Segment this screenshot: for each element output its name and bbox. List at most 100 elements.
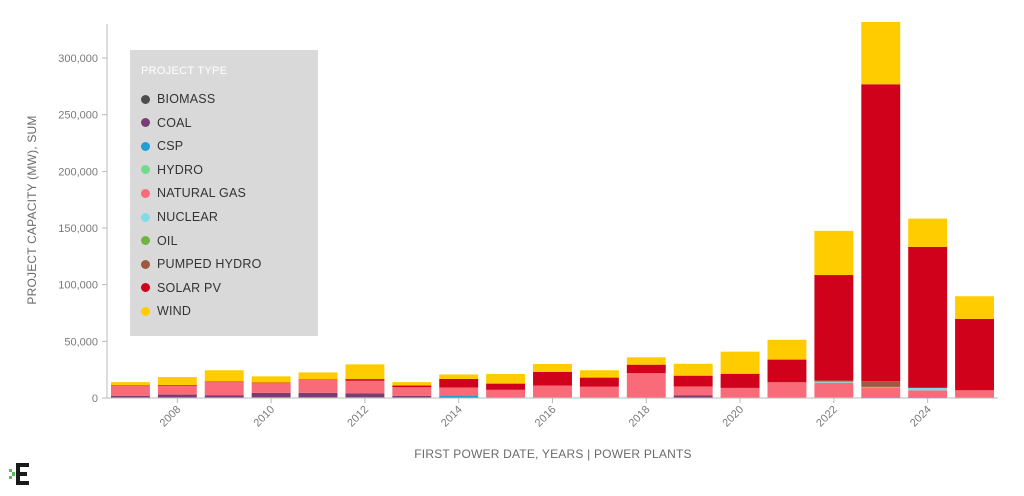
legend-item-nuclear[interactable]: NUCLEAR	[141, 209, 218, 225]
bar-stack-2023	[861, 21, 901, 398]
legend-item-oil[interactable]: OIL	[141, 233, 178, 249]
legend-item-solar-pv[interactable]: SOLAR PV	[141, 280, 221, 296]
bar-segment-2014-solar-pv[interactable]	[439, 378, 479, 388]
bar-segment-2024-coal[interactable]	[908, 397, 948, 398]
bar-segment-2021-solar-pv[interactable]	[767, 359, 807, 383]
bar-segment-2025-solar-pv[interactable]	[955, 318, 995, 391]
bar-segment-2015-coal[interactable]	[486, 397, 526, 398]
bar-segment-2015-natural-gas[interactable]	[486, 389, 526, 398]
bar-segment-2023-wind[interactable]	[861, 21, 901, 85]
legend-item-natural-gas[interactable]: NATURAL GAS	[141, 185, 246, 201]
bar-segment-2016-wind[interactable]	[533, 364, 572, 372]
bar-segment-2018-natural-gas[interactable]	[626, 373, 666, 398]
bar-segment-2012-coal[interactable]	[345, 393, 385, 398]
bar-segment-2010-natural-gas[interactable]	[251, 383, 291, 393]
y-tick-label: 250,000	[58, 110, 98, 122]
bar-segment-2019-wind[interactable]	[673, 363, 713, 376]
bar-segment-2008-coal[interactable]	[157, 394, 197, 398]
bar-segment-2012-solar-pv[interactable]	[345, 379, 385, 381]
bar-segment-2008-natural-gas[interactable]	[157, 385, 197, 395]
bar-segment-2013-solar-pv[interactable]	[392, 385, 432, 388]
bar-segment-2012-wind[interactable]	[345, 364, 385, 380]
bar-segment-2014-coal[interactable]	[439, 397, 479, 398]
bar-segment-2017-natural-gas[interactable]	[579, 386, 619, 398]
bar-segment-2024-natural-gas[interactable]	[908, 390, 948, 398]
bar-segment-2007-wind[interactable]	[110, 382, 150, 386]
bar-segment-2017-solar-pv[interactable]	[579, 377, 619, 387]
bar-segment-2020-solar-pv[interactable]	[720, 373, 760, 388]
y-tick-label: 300,000	[58, 53, 98, 65]
bar-segment-2013-wind[interactable]	[392, 382, 432, 386]
bar-segment-2008-solar-pv[interactable]	[157, 384, 197, 386]
bar-segment-2014-natural-gas[interactable]	[439, 387, 479, 396]
bar-segment-2024-nuclear[interactable]	[908, 388, 948, 391]
bar-segment-2022-wind[interactable]	[814, 230, 854, 276]
bar-segment-2023-coal[interactable]	[861, 397, 901, 398]
bar-segment-2007-coal[interactable]	[110, 395, 150, 398]
bar-segment-2024-wind[interactable]	[908, 218, 948, 247]
bar-segment-2022-natural-gas[interactable]	[814, 382, 854, 398]
bar-segment-2008-wind[interactable]	[157, 377, 197, 385]
bar-segment-2023-natural-gas[interactable]	[861, 387, 901, 398]
bar-segment-2018-wind[interactable]	[626, 357, 666, 365]
bar-segment-2023-pumped-hydro[interactable]	[861, 381, 901, 387]
bar-stack-2022	[814, 230, 854, 398]
bar-segment-2011-solar-pv[interactable]	[298, 379, 338, 380]
bar-segment-2022-solar-pv[interactable]	[814, 275, 854, 381]
bar-segment-2011-coal[interactable]	[298, 392, 338, 398]
bar-segment-2013-coal[interactable]	[392, 395, 432, 398]
bar-segment-2020-natural-gas[interactable]	[720, 387, 760, 398]
bar-segment-2010-coal[interactable]	[251, 392, 291, 398]
bar-stack-2015	[486, 373, 526, 398]
bar-segment-2021-wind[interactable]	[767, 339, 807, 360]
legend-item-biomass[interactable]: BIOMASS	[141, 91, 215, 107]
bar-segment-2015-wind[interactable]	[486, 373, 526, 384]
bar-segment-2010-solar-pv[interactable]	[251, 382, 291, 384]
bar-segment-2025-natural-gas[interactable]	[955, 390, 995, 398]
bar-segment-2009-wind[interactable]	[204, 370, 244, 382]
bar-segment-2009-coal[interactable]	[204, 395, 244, 398]
bar-segment-2019-solar-pv[interactable]	[673, 375, 713, 387]
bar-segment-2015-solar-pv[interactable]	[486, 383, 526, 390]
bar-segment-2022-nuclear[interactable]	[814, 381, 854, 383]
legend-label: WIND	[157, 304, 192, 319]
legend-item-csp[interactable]: CSP	[141, 138, 183, 154]
bar-segment-2020-wind[interactable]	[720, 351, 760, 374]
bar-segment-2007-natural-gas[interactable]	[110, 386, 150, 396]
bar-segment-2016-natural-gas[interactable]	[533, 385, 572, 398]
x-axis-title: FIRST POWER DATE, YEARS | POWER PLANTS	[414, 447, 691, 461]
legend-item-coal[interactable]: COAL	[141, 115, 192, 131]
legend-item-hydro[interactable]: HYDRO	[141, 162, 203, 178]
bar-segment-2011-natural-gas[interactable]	[298, 379, 338, 393]
bar-stack-2025	[955, 296, 995, 398]
bar-segment-2014-csp[interactable]	[439, 395, 479, 398]
legend-item-pumped-hydro[interactable]: PUMPED HYDRO	[141, 256, 262, 272]
legend-label: OIL	[157, 233, 178, 248]
bar-stack-2014	[439, 374, 479, 398]
bar-segment-2016-solar-pv[interactable]	[533, 371, 572, 386]
bar-segment-2014-wind[interactable]	[439, 374, 479, 379]
bar-stack-2021	[767, 339, 807, 398]
bar-segment-2011-wind[interactable]	[298, 372, 338, 380]
x-tick-label: 2010	[251, 404, 277, 430]
bar-segment-2025-wind[interactable]	[955, 296, 995, 319]
bar-segment-2024-pumped-hydro[interactable]	[908, 387, 948, 389]
bar-segment-2009-natural-gas[interactable]	[204, 382, 244, 396]
bar-segment-2019-natural-gas[interactable]	[673, 386, 713, 396]
bar-segment-2023-solar-pv[interactable]	[861, 84, 901, 382]
x-tick-label: 2022	[814, 404, 840, 430]
bar-segment-2012-natural-gas[interactable]	[345, 380, 385, 394]
bar-segment-2009-solar-pv[interactable]	[204, 381, 244, 383]
bar-segment-2017-wind[interactable]	[579, 370, 619, 378]
bar-segment-2010-wind[interactable]	[251, 376, 291, 383]
bar-segment-2018-solar-pv[interactable]	[626, 364, 666, 374]
bar-segment-2022-pumped-hydro[interactable]	[814, 380, 854, 382]
bar-segment-2024-solar-pv[interactable]	[908, 246, 948, 388]
bar-segment-2021-natural-gas[interactable]	[767, 382, 807, 398]
bar-segment-2013-natural-gas[interactable]	[392, 387, 432, 396]
bar-segment-2023-nuclear[interactable]	[861, 386, 901, 388]
bar-segment-2007-solar-pv[interactable]	[110, 385, 150, 387]
bar-segment-2019-coal[interactable]	[673, 395, 713, 398]
legend-item-wind[interactable]: WIND	[141, 303, 191, 319]
